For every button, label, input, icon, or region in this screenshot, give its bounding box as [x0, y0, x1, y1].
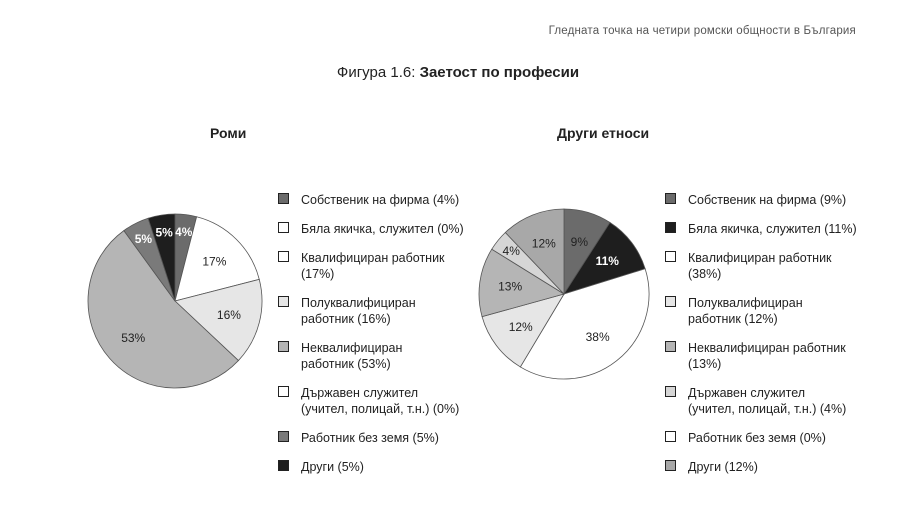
- legend-label-0-1: Бяла якичка, служител (0%): [301, 221, 481, 237]
- legend-label-1-0: Собственик на фирма (9%): [688, 192, 868, 208]
- legend-label-0-5: Държавен служител (учител, полицай, т.н.)…: [301, 385, 481, 417]
- legend-label-0-6: Работник без земя (5%): [301, 430, 481, 446]
- slice-label-1-3: 12%: [509, 320, 533, 334]
- legend-label-line: (38%): [688, 267, 722, 281]
- legend-swatch-1-7: [665, 460, 676, 471]
- legend-swatch-0-3: [278, 296, 289, 307]
- legend-swatch-1-5: [665, 386, 676, 397]
- legend-label-0-3: Полуквалифициран работник (16%): [301, 295, 481, 327]
- pie-slice-0-7: [147, 213, 176, 302]
- legend-label-line: (учител, полицай, т.н.) (0%): [301, 402, 460, 416]
- legend-label-1-4: Неквалифициран работник (13%): [688, 340, 868, 372]
- pie-slice-0-2: [174, 216, 260, 302]
- legend-label-1-3: Полуквалифициран работник (12%): [688, 295, 868, 327]
- legend-label-line: Държавен служител: [688, 386, 806, 400]
- legend-label-line: Работник без земя (5%): [301, 431, 439, 445]
- slice-label-0-6: 5%: [135, 232, 153, 246]
- slice-label-0-0: 4%: [175, 225, 193, 239]
- legend-label-line: работник (12%): [688, 312, 778, 326]
- legend-label-line: работник (53%): [301, 357, 391, 371]
- legend-label-1-7: Други (12%): [688, 459, 868, 475]
- legend-swatch-0-4: [278, 341, 289, 352]
- figure-caption: Заетост по професии: [419, 64, 580, 81]
- legend-label-0-4: Неквалифициран работник (53%): [301, 340, 481, 372]
- slice-label-1-5: 4%: [503, 244, 521, 258]
- legend-label-0-0: Собственик на фирма (4%): [301, 192, 481, 208]
- figure-number: Фигура 1.6:: [336, 64, 416, 81]
- slice-label-0-3: 16%: [217, 308, 241, 322]
- slice-label-1-2: 38%: [586, 330, 610, 344]
- legend-swatch-0-0: [278, 193, 289, 204]
- legend-label-line: (13%): [688, 357, 722, 371]
- legend-label-line: Работник без земя (0%): [688, 431, 826, 445]
- legend-label-1-1: Бяла якичка, служител (11%): [688, 221, 868, 237]
- legend-swatch-1-4: [665, 341, 676, 352]
- legend-label-1-2: Квалифициран работник (38%): [688, 250, 868, 282]
- legend-label-1-5: Държавен служител (учител, полицай, т.н.)…: [688, 385, 868, 417]
- legend-swatch-0-1: [278, 222, 289, 233]
- legend-swatch-0-5: [278, 386, 289, 397]
- legend-swatch-1-1: [665, 222, 676, 233]
- slice-label-0-4: 53%: [121, 331, 145, 345]
- legend-label-1-6: Работник без земя (0%): [688, 430, 868, 446]
- legend-label-line: Неквалифициран работник: [688, 341, 846, 355]
- legend-label-line: (17%): [301, 267, 335, 281]
- legend-swatch-1-6: [665, 431, 676, 442]
- slice-label-1-4: 13%: [498, 279, 522, 293]
- slice-label-1-7: 12%: [532, 236, 556, 250]
- legend-label-line: Неквалифициран: [301, 341, 403, 355]
- legend-label-line: Бяла якичка, служител (11%): [688, 222, 857, 236]
- legend-label-line: Други (12%): [688, 460, 758, 474]
- pie-chart-other-ethnicities: 9% 11% 38% 12% 13% 4% 12%: [478, 208, 650, 380]
- legend-label-line: Други (5%): [301, 460, 364, 474]
- chart-title-roma: Роми: [210, 125, 247, 141]
- legend-swatch-1-2: [665, 251, 676, 262]
- legend-label-line: Собственик на фирма (9%): [688, 193, 847, 207]
- legend-label-line: Квалифициран работник: [688, 251, 832, 265]
- slice-label-0-7: 5%: [155, 225, 173, 239]
- legend-label-line: Полуквалифициран: [301, 296, 416, 310]
- running-header: Гледната точка на четири ромски общности…: [548, 25, 856, 37]
- figure-title: Фигура 1.6: Заетост по професии: [0, 64, 916, 81]
- legend-swatch-0-7: [278, 460, 289, 471]
- pie-slice-1-7: [504, 208, 565, 295]
- slice-label-1-1: 11%: [596, 254, 620, 268]
- slice-label-0-2: 17%: [202, 255, 226, 269]
- legend-label-line: Бяла якичка, служител (0%): [301, 222, 464, 236]
- legend-label-line: Квалифициран работник: [301, 251, 445, 265]
- legend-swatch-0-6: [278, 431, 289, 442]
- legend-label-line: Държавен служител: [301, 386, 419, 400]
- pie-slice-1-4: [478, 248, 565, 318]
- legend-label-0-7: Други (5%): [301, 459, 481, 475]
- pie-slice-1-3: [481, 293, 565, 368]
- legend-label-line: (учител, полицай, т.н.) (4%): [688, 402, 847, 416]
- legend-label-line: работник (16%): [301, 312, 391, 326]
- legend-swatch-1-3: [665, 296, 676, 307]
- legend-swatch-1-0: [665, 193, 676, 204]
- pie-slice-0-3: [174, 278, 263, 362]
- legend-label-line: Собственик на фирма (4%): [301, 193, 460, 207]
- pie-slice-0-4: [87, 230, 239, 389]
- pie-slice-1-2: [519, 268, 650, 380]
- pie-chart-roma: 4% 17% 16% 53% 5% 5%: [87, 213, 263, 389]
- legend-label-0-2: Квалифициран работник (17%): [301, 250, 481, 282]
- legend-swatch-0-2: [278, 251, 289, 262]
- legend-label-line: Полуквалифициран: [688, 296, 803, 310]
- slice-label-1-0: 9%: [571, 235, 589, 249]
- chart-title-other-ethnicities: Други етноси: [557, 125, 650, 141]
